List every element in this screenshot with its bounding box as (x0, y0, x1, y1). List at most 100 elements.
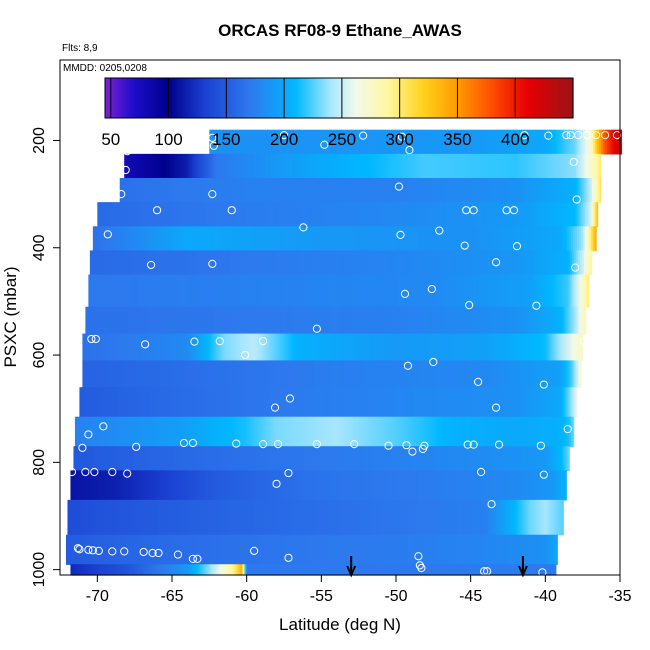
band-3-cell (565, 202, 568, 227)
band-9-cell (286, 360, 289, 388)
band-12-cell (537, 446, 541, 471)
band-16-cell (416, 564, 420, 576)
band-11-cell (182, 416, 186, 447)
band-10-cell (447, 387, 451, 418)
band-14-cell (423, 499, 427, 536)
band-1-cell (440, 153, 443, 179)
band-14-cell (377, 499, 381, 536)
band-8-cell (222, 333, 225, 362)
band-2-cell (239, 178, 243, 203)
band-7-cell (297, 306, 300, 335)
band-5-cell (495, 250, 499, 276)
band-9-cell (360, 360, 363, 388)
band-10-cell (353, 387, 357, 418)
band-9-cell (314, 360, 317, 388)
band-12-cell (463, 446, 467, 471)
band-4-cell (536, 226, 540, 252)
band-13-cell (374, 470, 378, 501)
band-16-cell (220, 564, 224, 576)
band-0-cell (225, 129, 228, 155)
band-13-cell (366, 470, 370, 501)
band-6-cell (218, 274, 221, 308)
band-0-cell (513, 129, 516, 155)
band-12-cell (547, 446, 551, 471)
band-11-cell (358, 416, 362, 447)
band-7-cell (501, 306, 504, 335)
colorbar-cell (123, 78, 126, 118)
band-6-cell (372, 274, 375, 308)
band-8-cell (348, 333, 351, 362)
band-11-cell (370, 416, 374, 447)
band-9-cell (318, 360, 321, 388)
colorbar-cell (545, 78, 548, 118)
band-2-cell (319, 178, 323, 203)
band-12-cell (475, 446, 479, 471)
band-8-cell (190, 333, 193, 362)
band-9-cell (392, 360, 395, 388)
band-12-cell (485, 446, 489, 471)
band-3-cell (299, 202, 302, 227)
band-5-cell (569, 250, 573, 276)
band-16-cell (210, 564, 214, 576)
band-1-cell (340, 153, 343, 179)
band-9-cell (150, 360, 153, 388)
band-6-cell (284, 274, 287, 308)
band-12-cell (399, 446, 403, 471)
band-14-cell (251, 499, 255, 536)
band-12-cell (269, 446, 273, 471)
band-5-cell (261, 250, 265, 276)
band-10-cell (253, 387, 257, 418)
band-13-cell (204, 470, 208, 501)
band-1-cell (556, 153, 559, 179)
band-12-cell (387, 446, 391, 471)
colorbar-cell (459, 78, 462, 118)
band-7-cell (579, 306, 582, 335)
band-14-cell (499, 499, 503, 536)
sample-point (67, 467, 77, 477)
band-3-cell (265, 202, 268, 227)
band-15-cell (281, 534, 285, 565)
band-10-cell (295, 387, 299, 418)
band-1-cell (536, 153, 539, 179)
band-13-cell (72, 470, 76, 501)
band-14-cell (227, 499, 231, 536)
band-15-cell (531, 534, 535, 565)
band-10-cell (187, 387, 191, 418)
band-3-cell (479, 202, 482, 227)
band-0-cell (427, 129, 430, 155)
band-4-cell (400, 226, 404, 252)
band-16-cell (140, 564, 144, 576)
band-1-cell (358, 153, 361, 179)
band-15-cell (465, 534, 469, 565)
band-11-cell (316, 416, 320, 447)
band-13-cell (242, 470, 246, 501)
band-9-cell (242, 360, 245, 388)
band-0-cell (215, 129, 218, 155)
band-12-cell (231, 446, 235, 471)
band-9-cell (412, 360, 415, 388)
sample-point (491, 258, 501, 267)
band-3-cell (535, 202, 538, 227)
colorbar-cell (473, 78, 476, 118)
band-13-cell (540, 470, 544, 501)
colorbar-cell (557, 78, 560, 118)
band-4-cell (142, 226, 146, 252)
band-15-cell (415, 534, 419, 565)
band-2-cell (275, 178, 279, 203)
band-13-cell (370, 470, 374, 501)
band-5-cell (271, 250, 275, 276)
band-14-cell (461, 499, 465, 536)
band-14-cell (67, 499, 71, 536)
band-0-cell (239, 129, 242, 155)
band-5-cell (195, 250, 199, 276)
colorbar-cell (359, 78, 362, 118)
band-1-cell (282, 153, 285, 179)
band-9-cell (122, 360, 125, 388)
band-11-cell (88, 416, 92, 447)
band-16-cell (454, 564, 458, 576)
band-5-cell (105, 250, 109, 276)
band-7-cell (111, 306, 114, 335)
band-2-cell (279, 178, 283, 203)
sample-point (81, 467, 90, 477)
band-7-cell (345, 306, 348, 335)
